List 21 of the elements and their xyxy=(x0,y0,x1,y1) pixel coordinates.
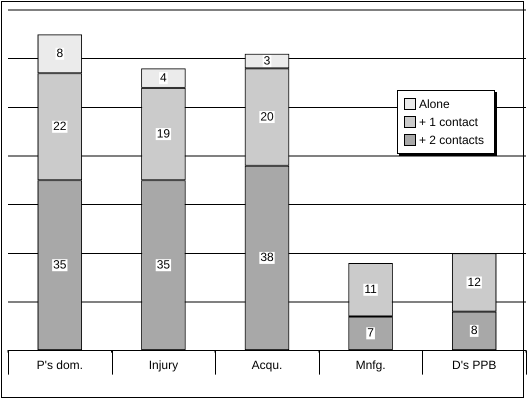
data-label: 12 xyxy=(468,274,482,289)
data-label: 11 xyxy=(364,282,378,296)
x-tick-label: Mnfg. xyxy=(356,358,386,372)
data-label: 19 xyxy=(156,126,170,140)
x-tick-label: P's dom. xyxy=(36,358,83,372)
data-label: 8 xyxy=(470,323,478,338)
legend-label: Alone xyxy=(418,97,450,111)
data-label: 8 xyxy=(56,46,64,60)
data-label: 3 xyxy=(264,53,271,68)
data-label: 7 xyxy=(367,326,374,340)
data-label: 35 xyxy=(53,258,67,272)
legend-label: + 2 contacts xyxy=(418,133,484,147)
x-tick-label: D's PPB xyxy=(452,358,496,372)
data-label: 20 xyxy=(260,109,274,124)
data-label: 38 xyxy=(260,250,274,264)
data-label: 4 xyxy=(160,70,168,84)
data-label: 35 xyxy=(156,258,170,272)
data-label: 22 xyxy=(53,119,67,134)
x-tick-label: Acqu. xyxy=(252,358,282,372)
legend-label: + 1 contact xyxy=(418,115,478,129)
x-tick-label: Injury xyxy=(148,358,178,372)
